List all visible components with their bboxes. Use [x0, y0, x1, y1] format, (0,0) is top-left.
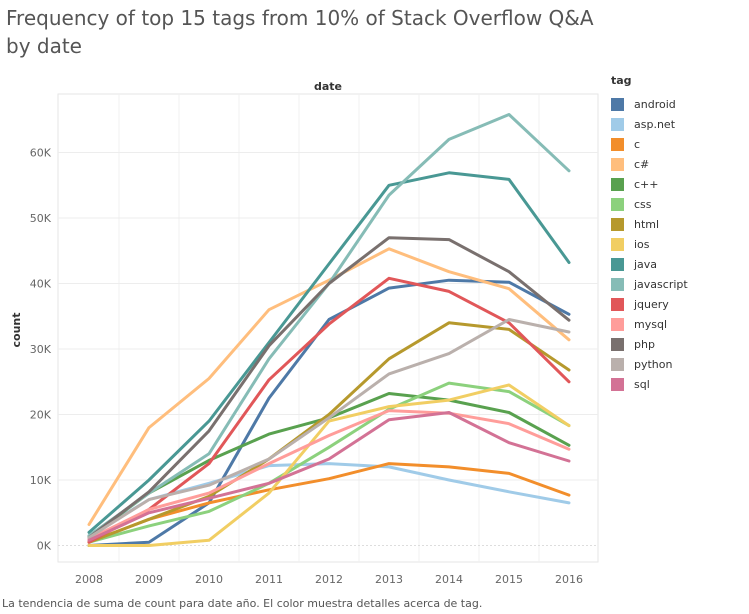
legend-label: html — [634, 217, 660, 231]
legend-item[interactable]: c — [611, 134, 741, 154]
legend-label: css — [634, 197, 652, 211]
legend-swatch — [611, 217, 624, 231]
legend: tag android asp.net c c# c++ css html ios java ja… — [611, 74, 741, 394]
x-axis-ticks: 2008 2009 2010 2011 2012 2013 2014 2015 2016 — [75, 573, 583, 586]
legend-item[interactable]: html — [611, 214, 741, 234]
legend-swatch — [611, 157, 624, 171]
legend-item[interactable]: c++ — [611, 174, 741, 194]
x-tick-label: 2010 — [195, 573, 223, 586]
x-tick-label: 2016 — [555, 573, 583, 586]
legend-label: ios — [634, 237, 650, 251]
legend-label: java — [634, 257, 658, 271]
series-line-java[interactable] — [87, 171, 571, 534]
legend-label: sql — [634, 377, 650, 391]
x-tick-label: 2008 — [75, 573, 103, 586]
y-axis-title: count — [10, 313, 23, 348]
legend-swatch — [611, 237, 624, 251]
legend-item[interactable]: java — [611, 254, 741, 274]
legend-label: javascript — [634, 277, 688, 291]
y-tick-label: 20K — [30, 409, 52, 422]
plot-frame — [57, 93, 599, 563]
legend-label: python — [634, 357, 673, 371]
x-tick-label: 2012 — [315, 573, 343, 586]
legend-swatch — [611, 197, 624, 211]
series-lines — [87, 113, 571, 547]
series-line-python[interactable] — [87, 318, 571, 540]
series-line-php[interactable] — [87, 236, 571, 540]
legend-swatch — [611, 117, 624, 131]
y-tick-label: 40K — [30, 278, 52, 291]
legend-swatch — [611, 177, 624, 191]
legend-label: c# — [634, 157, 650, 171]
series-line-sql[interactable] — [87, 411, 571, 542]
series-line-ios[interactable] — [87, 383, 571, 547]
legend-item[interactable]: ios — [611, 234, 741, 254]
legend-label: c — [634, 137, 641, 151]
y-tick-label: 0K — [37, 540, 52, 553]
series-line-c-[interactable] — [87, 247, 571, 526]
x-tick-label: 2013 — [375, 573, 403, 586]
legend-swatch — [611, 337, 624, 351]
series-line-c[interactable] — [87, 462, 571, 544]
legend-swatch — [611, 297, 624, 311]
chart-caption: La tendencia de suma de count para date … — [2, 597, 483, 610]
legend-swatch — [611, 277, 624, 291]
y-tick-label: 10K — [30, 474, 52, 487]
legend-item[interactable]: javascript — [611, 274, 741, 294]
legend-swatch — [611, 357, 624, 371]
legend-item[interactable]: css — [611, 194, 741, 214]
legend-label: android — [634, 97, 676, 111]
x-tick-label: 2014 — [435, 573, 463, 586]
legend-item[interactable]: jquery — [611, 294, 741, 314]
y-tick-label: 60K — [30, 147, 52, 160]
legend-swatch — [611, 97, 624, 111]
legend-item[interactable]: sql — [611, 374, 741, 394]
series-line-mysql[interactable] — [87, 409, 571, 541]
legend-label: asp.net — [634, 117, 676, 131]
legend-swatch — [611, 377, 624, 391]
legend-item[interactable]: c# — [611, 154, 741, 174]
legend-item[interactable]: php — [611, 334, 741, 354]
chart-title: Frequency of top 15 tags from 10% of Sta… — [6, 6, 594, 58]
legend-swatch — [611, 137, 624, 151]
legend-item[interactable]: android — [611, 94, 741, 114]
legend-item[interactable]: asp.net — [611, 114, 741, 134]
legend-items: android asp.net c c# c++ css html ios java javasc… — [611, 94, 741, 394]
x-tick-label: 2015 — [495, 573, 523, 586]
legend-label: mysql — [634, 317, 667, 331]
legend-item[interactable]: mysql — [611, 314, 741, 334]
legend-label: jquery — [634, 297, 669, 311]
x-tick-label: 2009 — [135, 573, 163, 586]
legend-label: php — [634, 337, 655, 351]
legend-title: tag — [611, 74, 632, 87]
legend-item[interactable]: python — [611, 354, 741, 374]
x-axis-title: date — [314, 80, 342, 93]
legend-swatch — [611, 317, 624, 331]
series-line-html[interactable] — [87, 321, 571, 544]
y-tick-label: 30K — [30, 343, 52, 356]
x-tick-label: 2011 — [255, 573, 283, 586]
legend-label: c++ — [634, 177, 659, 191]
y-tick-label: 50K — [30, 212, 52, 225]
legend-swatch — [611, 257, 624, 271]
